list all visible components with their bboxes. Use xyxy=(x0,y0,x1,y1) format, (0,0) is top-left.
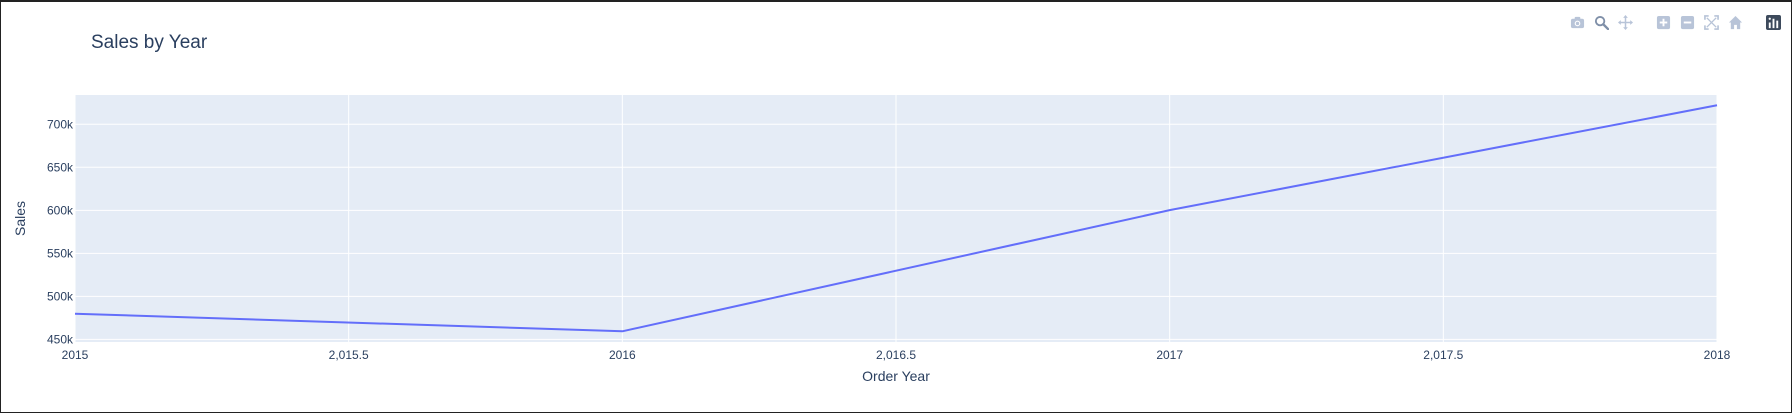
plotly-logo-icon[interactable] xyxy=(1763,12,1783,32)
reset-axes-icon[interactable] xyxy=(1725,12,1745,32)
x-tick-label: 2,016.5 xyxy=(876,348,916,362)
x-axis-title: Order Year xyxy=(862,368,930,384)
x-tick-label: 2016 xyxy=(609,348,636,362)
y-tick-label: 700k xyxy=(47,117,74,131)
y-tick-label: 650k xyxy=(47,160,74,174)
series-line[interactable] xyxy=(74,104,1718,333)
y-tick-labels: 450k 500k 550k 600k 650k 700k xyxy=(47,117,74,346)
x-gridlines xyxy=(74,95,1718,342)
y-tick-label: 600k xyxy=(47,203,74,217)
y-tick-label: 550k xyxy=(47,246,74,260)
x-tick-label: 2018 xyxy=(1704,348,1731,362)
modebar xyxy=(1567,12,1783,32)
zoom-in-icon[interactable] xyxy=(1653,12,1673,32)
camera-icon[interactable] xyxy=(1567,12,1587,32)
y-tick-label: 500k xyxy=(47,289,74,303)
chart-title: Sales by Year xyxy=(91,32,208,53)
x-tick-label: 2,017.5 xyxy=(1423,348,1463,362)
x-tick-label: 2015 xyxy=(62,348,89,362)
x-tick-labels: 2015 2,015.5 2016 2,016.5 2017 2,017.5 2018 xyxy=(62,348,1731,362)
x-tick-label: 2,015.5 xyxy=(329,348,369,362)
zoom-icon[interactable] xyxy=(1591,12,1611,32)
y-tick-label: 450k xyxy=(47,332,74,346)
series-group xyxy=(74,104,1718,333)
zoom-out-icon[interactable] xyxy=(1677,12,1697,32)
x-tick-label: 2017 xyxy=(1156,348,1183,362)
pan-icon[interactable] xyxy=(1615,12,1635,32)
autoscale-icon[interactable] xyxy=(1701,12,1721,32)
y-axis-title: Sales xyxy=(12,201,28,236)
y-gridlines xyxy=(75,123,1717,340)
